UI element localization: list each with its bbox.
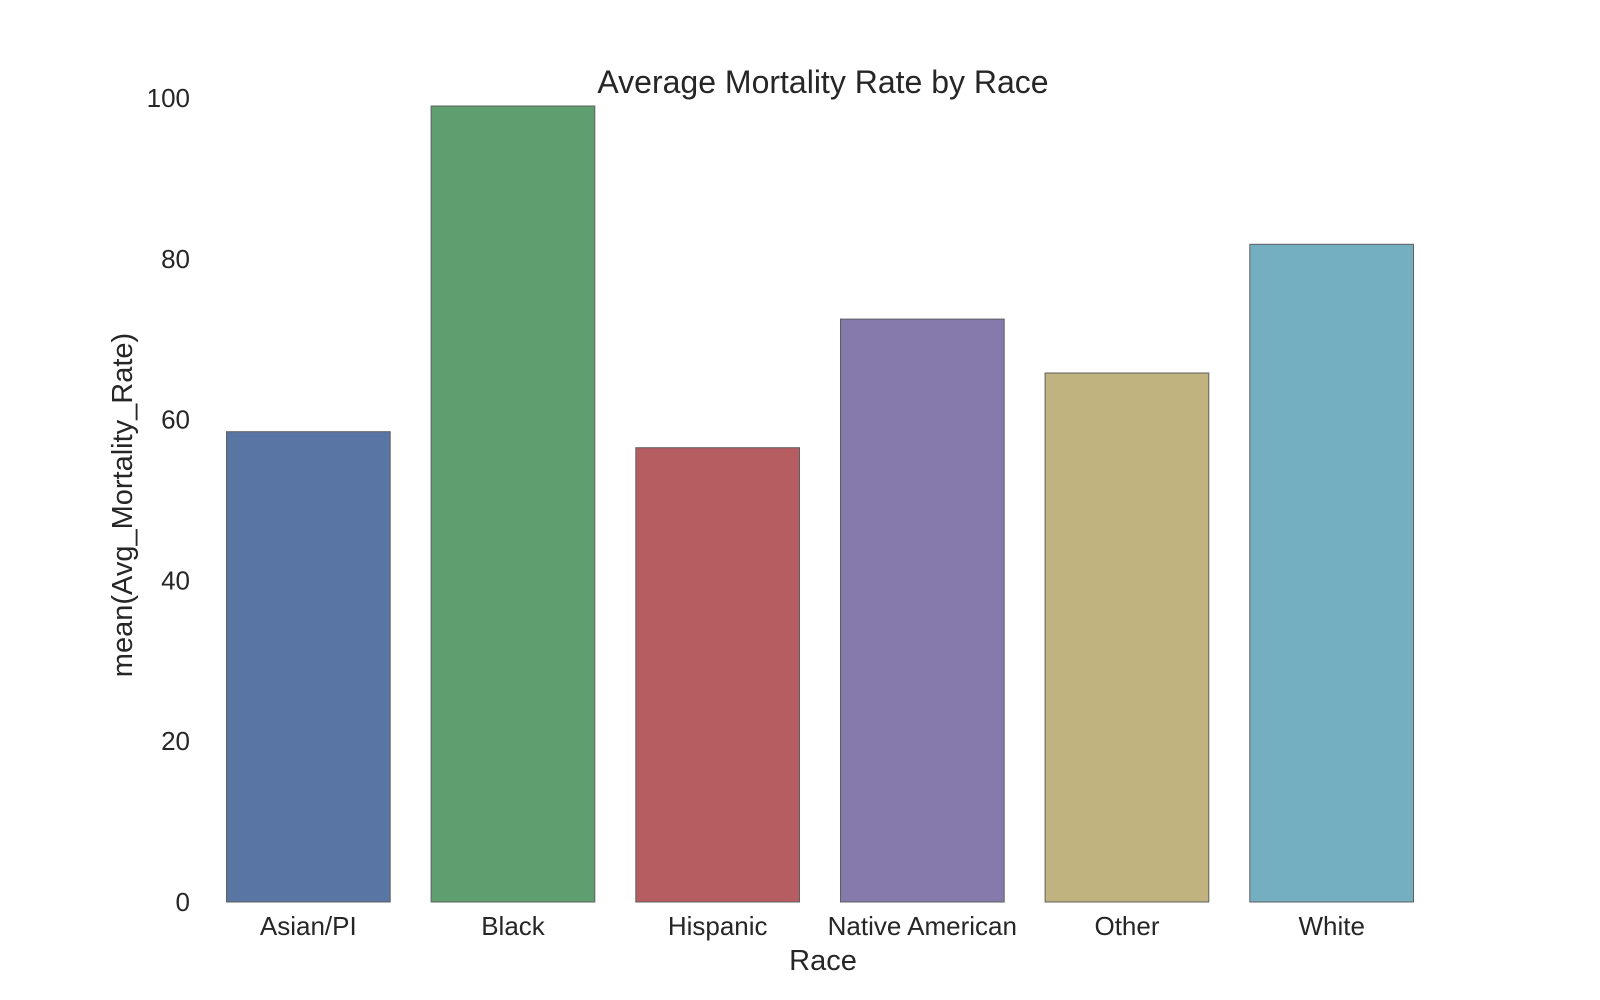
x-tick-label: Native American xyxy=(828,911,1017,941)
y-axis-label: mean(Avg_Mortality_Rate) xyxy=(107,333,139,677)
bar-black xyxy=(430,105,596,903)
x-tick-label: Asian/PI xyxy=(260,911,357,941)
x-tick-label: Other xyxy=(1094,911,1159,941)
y-tick-label: 60 xyxy=(161,405,190,435)
x-tick-label: White xyxy=(1298,911,1364,941)
y-tick-label: 100 xyxy=(147,83,190,113)
bar-other xyxy=(1044,372,1210,903)
y-axis-ticks: 0 20 40 60 80 100 xyxy=(147,83,190,917)
y-tick-label: 0 xyxy=(176,887,190,917)
bars xyxy=(226,105,1415,903)
bar-native-american xyxy=(840,318,1005,903)
x-axis-label: Race xyxy=(789,945,857,977)
y-tick-label: 40 xyxy=(161,565,190,595)
y-tick-label: 80 xyxy=(161,244,190,274)
y-tick-label: 20 xyxy=(161,726,190,756)
bar-white xyxy=(1249,243,1415,903)
bar-asian-pi xyxy=(226,431,391,903)
x-tick-label: Hispanic xyxy=(668,911,768,941)
bar-hispanic xyxy=(635,447,800,903)
x-axis-ticks: Asian/PI Black Hispanic Native American Othe… xyxy=(260,911,1365,941)
x-tick-label: Black xyxy=(481,911,546,941)
chart-title: Average Mortality Rate by Race xyxy=(597,64,1048,100)
